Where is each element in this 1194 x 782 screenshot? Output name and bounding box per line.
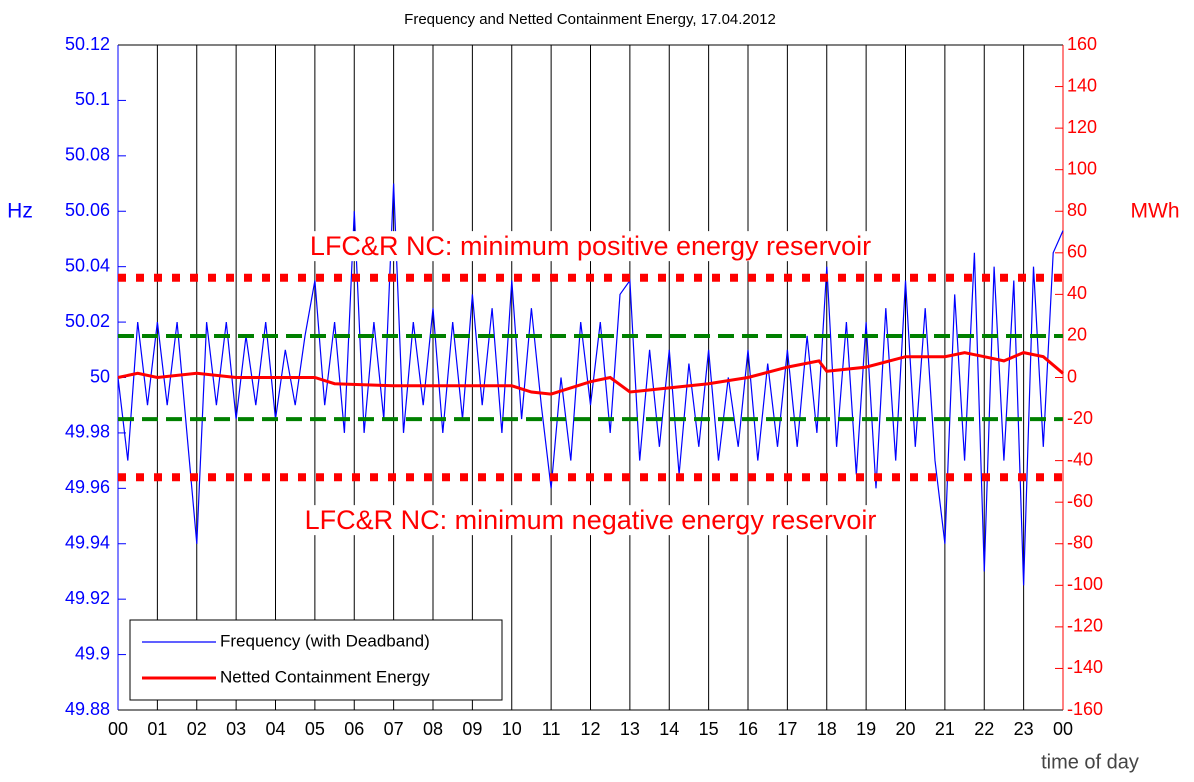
y-tick-label: 50.02 — [65, 311, 110, 331]
y-tick-label: 49.9 — [75, 643, 110, 663]
y2-tick-label: 100 — [1067, 158, 1097, 178]
y2-tick-label: -20 — [1067, 408, 1093, 428]
y-tick-label: 49.92 — [65, 588, 110, 608]
x-tick-label: 21 — [935, 719, 955, 739]
x-tick-label: 08 — [423, 719, 443, 739]
x-tick-label: 06 — [344, 719, 364, 739]
y-tick-label: 49.94 — [65, 533, 110, 553]
x-tick-label: 16 — [738, 719, 758, 739]
x-tick-label: 00 — [1053, 719, 1073, 739]
y-tick-label: 50.08 — [65, 145, 110, 165]
y-tick-label: 50.12 — [65, 34, 110, 54]
legend-label: Frequency (with Deadband) — [220, 631, 430, 650]
x-tick-label: 05 — [305, 719, 325, 739]
y2-tick-label: 60 — [1067, 242, 1087, 262]
x-tick-label: 20 — [895, 719, 915, 739]
chart-title: Frequency and Netted Containment Energy,… — [404, 11, 776, 28]
legend: Frequency (with Deadband) Netted Containm… — [129, 619, 503, 701]
x-tick-label: 11 — [542, 719, 561, 739]
y2-tick-label: 20 — [1067, 325, 1087, 345]
y-tick-label: 50.04 — [65, 255, 110, 275]
y2-tick-label: -160 — [1067, 699, 1103, 719]
y-tick-label: 49.88 — [65, 699, 110, 719]
x-tick-label: 09 — [462, 719, 482, 739]
y2-tick-label: 0 — [1067, 366, 1077, 386]
y2-tick-label: 140 — [1067, 75, 1097, 95]
x-tick-label: 18 — [817, 719, 837, 739]
series-line — [117, 351, 1064, 396]
y2-tick-label: 120 — [1067, 117, 1097, 137]
y2-tick-label: 80 — [1067, 200, 1087, 220]
y2-tick-label: -60 — [1067, 491, 1093, 511]
annotation: LFC&R NC: minimum positive energy reserv… — [310, 231, 871, 261]
x-tick-label: 17 — [777, 719, 797, 739]
annotation: LFC&R NC: minimum negative energy reserv… — [305, 505, 877, 535]
y2-tick-label: -120 — [1067, 616, 1103, 636]
y-tick-label: 49.98 — [65, 422, 110, 442]
x-tick-label: 03 — [226, 719, 246, 739]
x-tick-label: 12 — [580, 719, 600, 739]
x-tick-label: 23 — [1014, 719, 1034, 739]
y2-tick-label: -80 — [1067, 533, 1093, 553]
legend-label: Netted Containment Energy — [220, 667, 430, 686]
x-tick-label: 15 — [699, 719, 719, 739]
x-tick-label: 13 — [620, 719, 640, 739]
x-axis-label: time of day — [1041, 751, 1139, 773]
x-tick-label: 02 — [187, 719, 207, 739]
y-tick-label: 50 — [90, 366, 110, 386]
x-tick-label: 00 — [108, 719, 128, 739]
annotation-bg — [303, 231, 878, 262]
y2-tick-label: -140 — [1067, 657, 1103, 677]
y-tick-label: 50.1 — [75, 89, 110, 109]
y2-axis-label: MWh — [1131, 200, 1180, 223]
legend-box — [129, 619, 503, 701]
x-tick-label: 14 — [659, 719, 679, 739]
annotation-bg — [298, 505, 883, 536]
x-tick-label: 19 — [856, 719, 876, 739]
x-tick-label: 10 — [502, 719, 522, 739]
y-tick-label: 49.96 — [65, 477, 110, 497]
y2-tick-label: 160 — [1067, 34, 1097, 54]
y2-tick-label: 40 — [1067, 283, 1087, 303]
y-axis-label: Hz — [7, 200, 33, 223]
y-tick-label: 50.06 — [65, 200, 110, 220]
x-tick-label: 01 — [147, 719, 167, 739]
y2-tick-label: -100 — [1067, 574, 1103, 594]
x-tick-label: 04 — [265, 719, 285, 739]
y2-tick-label: -40 — [1067, 449, 1093, 469]
x-tick-label: 07 — [384, 719, 404, 739]
x-tick-label: 22 — [974, 719, 994, 739]
